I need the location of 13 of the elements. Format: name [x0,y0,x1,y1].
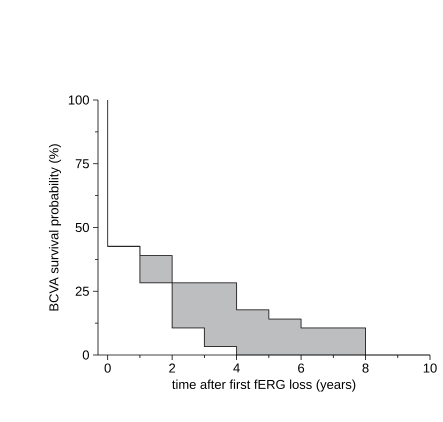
x-axis-title: time after first fERG loss (years) [172,380,356,392]
y-tick-label: 75 [76,159,89,168]
x-tick-label: 0 [104,364,111,373]
y-axis-title: BCVA survival probability (%) [48,144,62,311]
y-tick-label: 50 [76,222,89,232]
y-tick-label: 100 [68,95,89,105]
x-tick-label: 10 [424,364,437,373]
x-tick-label: 8 [362,364,369,373]
x-tick-label: 2 [169,364,176,373]
x-tick-label: 6 [298,364,304,373]
y-tick-label: 25 [76,286,89,296]
y-tick-label: 0 [82,350,89,360]
x-tick-label: 4 [233,364,240,372]
